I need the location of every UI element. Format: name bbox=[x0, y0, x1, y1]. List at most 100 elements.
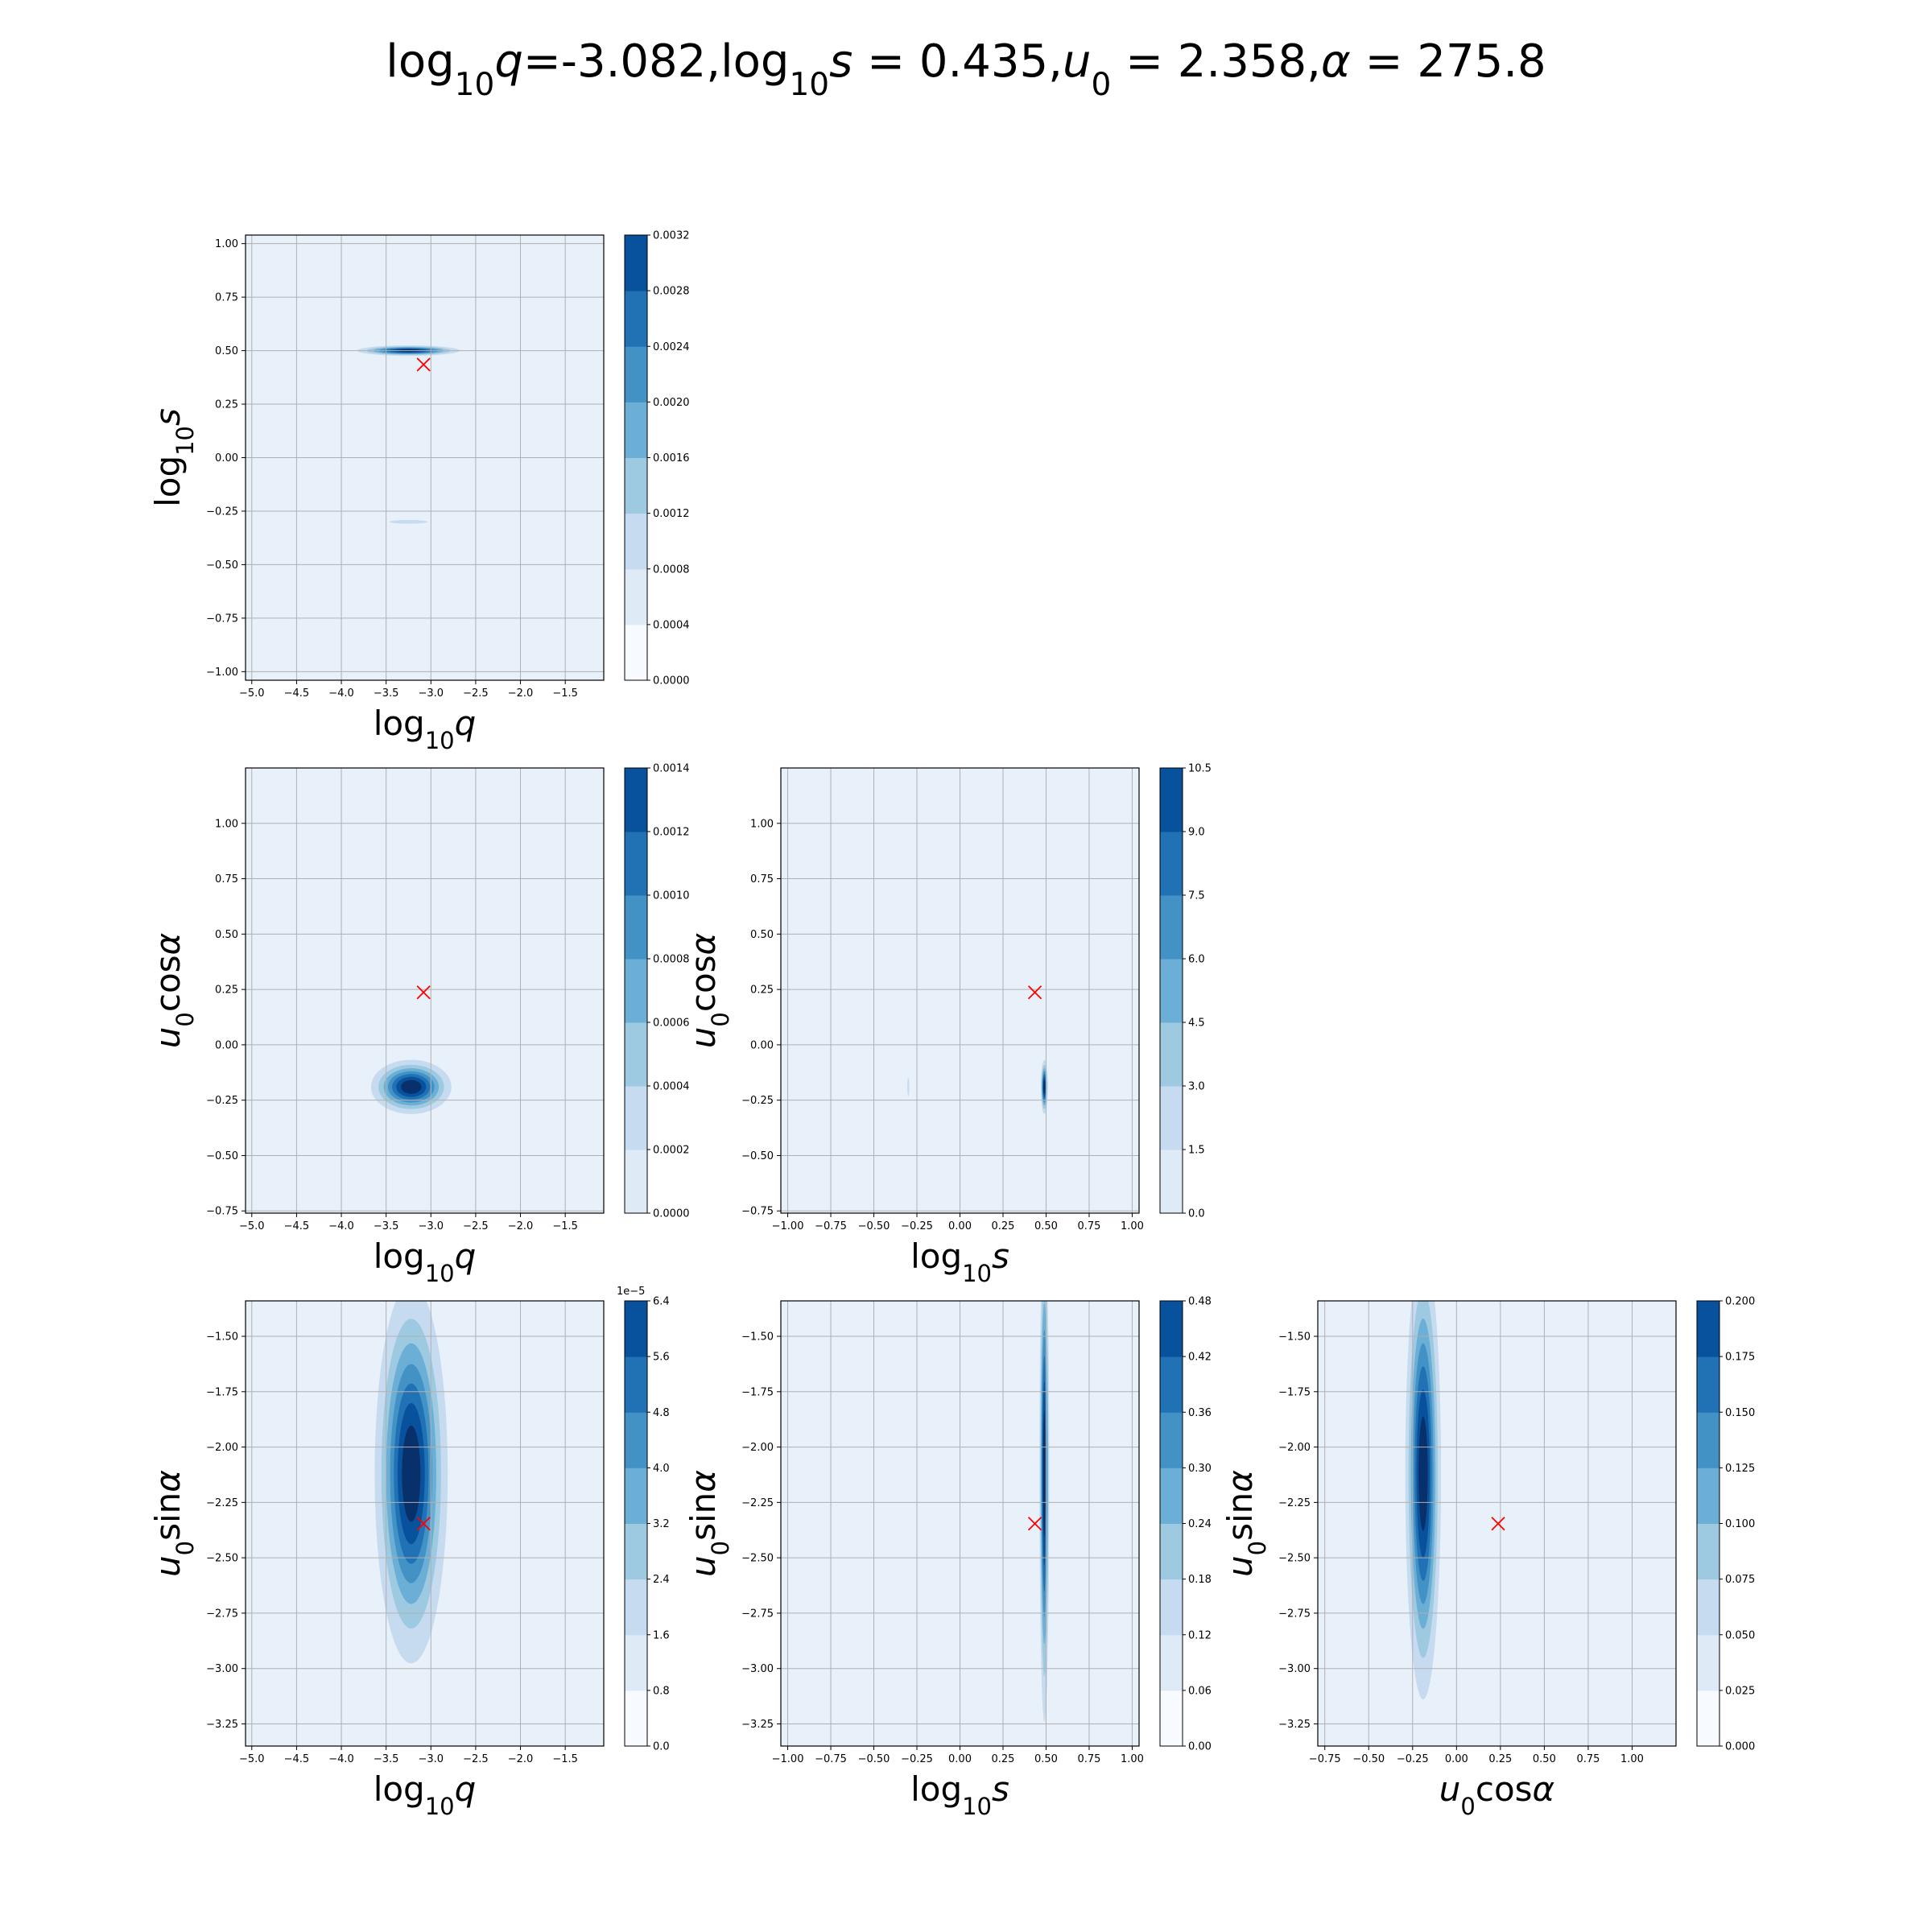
colorbar-tick-label: 0.0002 bbox=[653, 1145, 690, 1157]
contour-level-8 bbox=[401, 1080, 422, 1094]
y-tick-label: 0.00 bbox=[215, 452, 238, 464]
colorbar-segment bbox=[625, 402, 647, 458]
colorbar-segment bbox=[1160, 1150, 1183, 1214]
contour-blob bbox=[1405, 1301, 1442, 1700]
y-tick-label: −1.75 bbox=[1278, 1386, 1311, 1398]
colorbar-segment bbox=[1160, 1022, 1183, 1087]
colorbar-segment bbox=[1160, 1412, 1183, 1468]
colorbar-tick-label: 1.5 bbox=[1188, 1145, 1205, 1157]
x-tick-label: 0.50 bbox=[1034, 1220, 1058, 1232]
x-tick-label: −4.5 bbox=[284, 1753, 310, 1765]
x-tick-label: 0.50 bbox=[1034, 1753, 1058, 1765]
y-tick-label: −1.75 bbox=[741, 1386, 774, 1398]
colorbar-tick-label: 0.36 bbox=[1188, 1407, 1212, 1419]
colorbar-segment bbox=[1697, 1634, 1719, 1691]
x-axis-label: log10q bbox=[374, 1236, 477, 1287]
panel-log10q-vs-u0sin: −5.0 −4.5 −4.0 −3.5 −3.0 −2.5 −2.0 −1.5 −3.25 −3.… bbox=[148, 1286, 670, 1820]
colorbar-segment bbox=[625, 346, 647, 402]
colorbar-tick-label: 6.0 bbox=[1188, 954, 1205, 966]
colorbar-frame bbox=[1159, 767, 1183, 1214]
colorbar-segment bbox=[1697, 1468, 1719, 1524]
colorbar-tick-label: 1.6 bbox=[653, 1629, 670, 1641]
colorbar-tick-label: 0.0000 bbox=[653, 1208, 690, 1220]
colorbar-segment bbox=[625, 1579, 647, 1636]
y-tick-label: −0.25 bbox=[206, 506, 238, 518]
colorbar: 0.0000 0.0002 0.0004 0.0006 0.0008 0.0010 0.00… bbox=[624, 763, 690, 1220]
contour-level-8 bbox=[1418, 1416, 1428, 1531]
colorbar-tick-label: 0.42 bbox=[1188, 1352, 1212, 1364]
panel-log10s-vs-u0sin: −1.00 −0.75 −0.50 −0.25 0.00 0.25 0.50 0.75 1.00… bbox=[683, 1296, 1212, 1821]
colorbar-tick-label: 0.30 bbox=[1188, 1463, 1212, 1475]
x-tick-label: −3.0 bbox=[418, 687, 444, 700]
colorbar: 0.0000 0.0004 0.0008 0.0012 0.0016 0.0020 0.00… bbox=[624, 230, 690, 687]
x-axis-label: log10s bbox=[910, 1236, 1009, 1287]
x-tick-label: −3.0 bbox=[418, 1220, 444, 1232]
contour-level-2 bbox=[907, 1077, 910, 1096]
contour-level-8 bbox=[402, 1425, 421, 1522]
grid-lines bbox=[781, 768, 1139, 1213]
x-tick-label: 0.25 bbox=[1488, 1753, 1512, 1765]
colorbar-segment bbox=[1160, 1634, 1183, 1691]
colorbar-tick-label: 0.0012 bbox=[653, 827, 690, 839]
figure-title: log10q=-3.082,log10s = 0.435,u0 = 2.358,… bbox=[386, 35, 1546, 103]
colorbar-tick-label: 0.0 bbox=[1188, 1208, 1205, 1220]
colorbar-segment bbox=[1697, 1690, 1719, 1747]
colorbar-tick-label: 0.200 bbox=[1725, 1296, 1755, 1308]
x-tick-label: 0.75 bbox=[1576, 1753, 1600, 1765]
colorbar-segment bbox=[1160, 1690, 1183, 1747]
contour-blob bbox=[1040, 1059, 1048, 1114]
colorbar-tick-label: 10.5 bbox=[1188, 763, 1212, 775]
y-tick-label: 0.00 bbox=[750, 1039, 774, 1051]
colorbar-segment bbox=[1160, 1301, 1183, 1357]
colorbar-tick-label: 3.0 bbox=[1188, 1081, 1205, 1093]
y-tick-label: 0.50 bbox=[215, 929, 238, 941]
x-tick-label: 0.00 bbox=[948, 1753, 972, 1765]
colorbar-segment bbox=[1160, 1468, 1183, 1524]
colorbar-segment bbox=[625, 513, 647, 570]
axes-frame bbox=[1317, 1300, 1677, 1747]
truth-marker bbox=[416, 357, 431, 372]
colorbar-segment bbox=[1160, 895, 1183, 960]
y-axis-label: u0sinα bbox=[1220, 1470, 1271, 1577]
contour-fills bbox=[1039, 1301, 1050, 1723]
x-tick-label: 1.00 bbox=[1121, 1753, 1144, 1765]
colorbar-tick-label: 0.00 bbox=[1188, 1741, 1212, 1753]
colorbar-segment bbox=[625, 1086, 647, 1150]
grid-lines bbox=[246, 768, 604, 1213]
x-tick-label: 0.75 bbox=[1077, 1753, 1100, 1765]
x-tick-label: −5.0 bbox=[239, 1753, 265, 1765]
colorbar-tick-label: 0.175 bbox=[1725, 1352, 1755, 1364]
colorbar-tick-label: 0.12 bbox=[1188, 1629, 1212, 1641]
colorbar-tick-label: 0.100 bbox=[1725, 1518, 1755, 1530]
x-tick-label: −1.5 bbox=[552, 1753, 578, 1765]
colorbar-segment bbox=[1160, 1356, 1183, 1413]
contour-blob bbox=[374, 1301, 448, 1664]
colorbar-tick-label: 0.0012 bbox=[653, 508, 690, 520]
colorbar-segment bbox=[1160, 1523, 1183, 1580]
colorbar-tick-label: 0.150 bbox=[1725, 1407, 1755, 1419]
colorbar-tick-label: 0.8 bbox=[653, 1685, 670, 1697]
colorbar-tick-label: 0.48 bbox=[1188, 1296, 1212, 1308]
y-tick-label: −2.50 bbox=[1278, 1553, 1311, 1565]
x-axis-label: log10q bbox=[374, 1769, 477, 1820]
x-tick-label: −5.0 bbox=[239, 1220, 265, 1232]
contour-fills bbox=[370, 1059, 452, 1114]
y-tick-label: 1.00 bbox=[215, 818, 238, 830]
colorbar-tick-label: 0.0032 bbox=[653, 230, 690, 242]
panel-log10q-vs-log10s: −5.0 −4.5 −4.0 −3.5 −3.0 −2.5 −2.0 −1.5 −1.00 −0.… bbox=[148, 230, 690, 755]
colorbar: 0.000 0.025 0.050 0.075 0.100 0.125 0.150 0.175… bbox=[1696, 1296, 1755, 1753]
y-tick-label: −3.00 bbox=[741, 1663, 774, 1675]
x-tick-label: −2.5 bbox=[463, 687, 489, 700]
y-tick-label: −0.75 bbox=[206, 613, 238, 625]
colorbar-segment bbox=[625, 1022, 647, 1087]
colorbar-exponent: 1e−5 bbox=[617, 1286, 645, 1298]
x-tick-label: −0.25 bbox=[901, 1220, 933, 1232]
x-tick-label: 0.25 bbox=[992, 1753, 1015, 1765]
colorbar-segment bbox=[1697, 1356, 1719, 1413]
x-tick-label: 0.75 bbox=[1077, 1220, 1100, 1232]
colorbar-segment bbox=[625, 235, 647, 291]
colorbar-tick-label: 6.4 bbox=[653, 1296, 670, 1308]
colorbar-segment bbox=[625, 1150, 647, 1214]
y-tick-label: −1.50 bbox=[1278, 1331, 1311, 1344]
y-tick-label: −1.75 bbox=[206, 1386, 238, 1398]
